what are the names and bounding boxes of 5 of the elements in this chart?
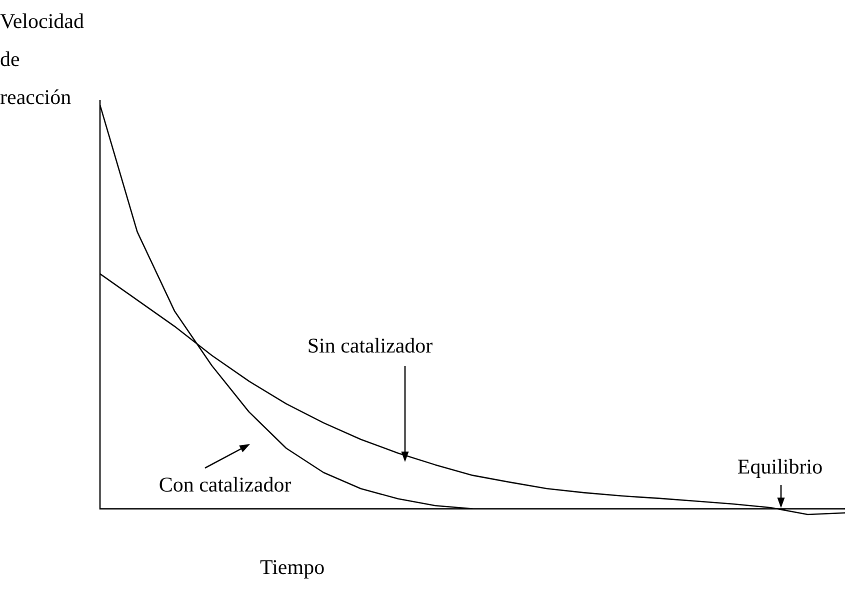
x-axis-title: Tiempo	[260, 554, 325, 581]
annotation: Con catalizador	[158, 472, 292, 497]
annotation: Sin catalizador	[307, 334, 433, 358]
annotation: Equilibrio	[737, 454, 823, 479]
y-axis-title: Velocidad de reacción	[0, 8, 84, 111]
